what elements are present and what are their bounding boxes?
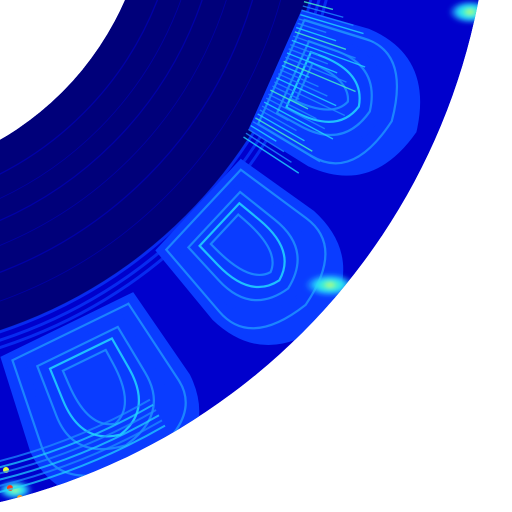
lobe-middle-contour [198,201,286,289]
lobe-middle-contour [175,179,313,316]
streak [298,18,374,43]
swirl-band [0,403,154,478]
warm-speck [487,7,490,13]
streak [272,85,300,100]
streak [245,132,292,163]
swirl-band [0,424,166,502]
lobe-lower-contour [61,348,127,426]
streak [270,89,309,110]
streak [296,26,337,42]
lobe-middle-contour [186,190,299,302]
streak [261,105,289,122]
streak [266,97,326,130]
lobe-lower-contour [35,325,155,451]
lobe-upper-contour [284,50,361,123]
streak [291,39,366,68]
streak [301,9,354,26]
streak [257,113,305,142]
swirl-band [0,398,151,472]
warm-speck [17,495,23,501]
streak [255,117,313,152]
hotspot-middle [304,273,356,297]
streak [263,101,334,140]
swirl-band [0,414,160,490]
warm-speck [479,29,485,35]
swirl-band [0,409,157,484]
streak [285,56,347,83]
lobe-upper-contour [288,59,349,111]
streak [243,136,300,174]
streak [268,93,317,120]
lobe-upper-contour [256,18,399,165]
lobe-lower-contour [48,337,140,438]
streak [281,64,310,79]
streak [294,31,347,50]
inner-deep-band [0,0,325,355]
hotspot-bottom [140,458,220,482]
streak [274,81,346,117]
streak [283,60,356,93]
lobe-upper-contour [275,39,373,137]
hotspot-top [448,0,490,24]
lobe-middle-contour [164,168,327,330]
hotspot-lower [260,371,296,395]
streak [302,5,344,18]
streak [259,109,297,132]
streak [297,22,327,34]
streak [250,124,277,142]
annulus-field [0,0,490,512]
swirl-band [0,419,163,496]
streak [293,35,356,59]
streak [288,48,329,65]
lobe-upper-contour [266,29,386,150]
lobe-middle [155,158,344,346]
streak [286,52,338,74]
streak [300,13,364,35]
streak [303,0,334,11]
streak [252,121,321,163]
streak [277,73,328,97]
streak [279,69,319,88]
streak [289,43,319,56]
lobe-middle-contour [209,213,274,277]
streak [276,77,337,107]
streak [247,128,285,153]
